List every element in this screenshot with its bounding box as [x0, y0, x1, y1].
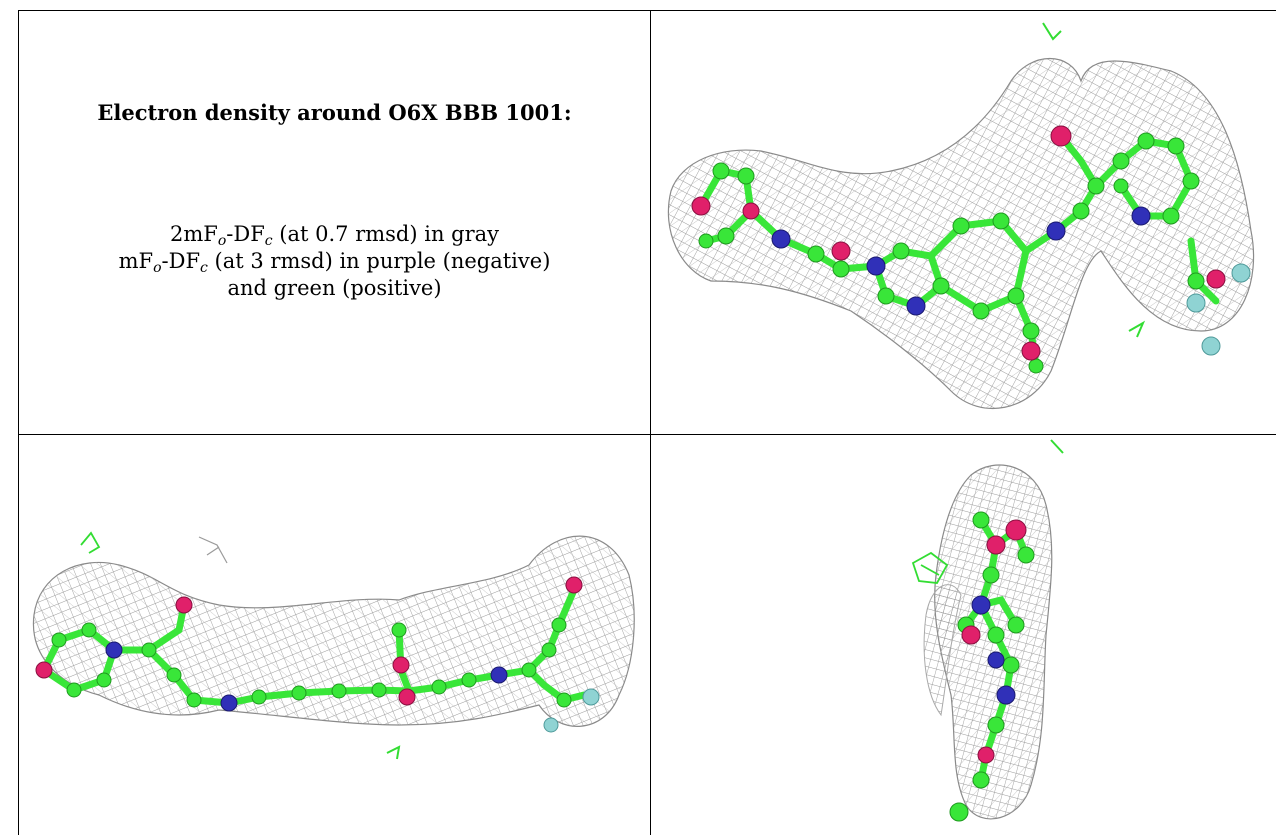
caption-line-1: 2mFo-DFc (at 0.7 rmsd) in gray	[169, 222, 500, 249]
table-divider-center	[650, 10, 651, 835]
table-divider-middle	[18, 434, 1276, 435]
caption-cell: Electron density around O6X BBB 1001: 2m…	[19, 11, 650, 434]
table-border-left	[18, 10, 19, 835]
figure-title: Electron density around O6X BBB 1001:	[97, 100, 572, 125]
caption-text: 2mFo-DFc (at 0.7 rmsd) in gray mFo-DFc (…	[19, 221, 650, 302]
density-view-bottom-right	[651, 435, 1276, 835]
density-view-bottom-left	[19, 435, 650, 835]
table-border-top	[18, 10, 1276, 11]
caption-line-2: mFo-DFc (at 3 rmsd) in purple (negative)	[118, 249, 551, 276]
density-mesh-molecule-end-on-icon	[911, 439, 1064, 822]
density-mesh-molecule-icon	[32, 531, 635, 760]
density-view-top-right	[651, 11, 1276, 434]
figure-table: Electron density around O6X BBB 1001: 2m…	[18, 10, 1276, 835]
caption-line-3: and green (positive)	[227, 276, 442, 300]
density-mesh-molecule-icon	[667, 22, 1255, 409]
